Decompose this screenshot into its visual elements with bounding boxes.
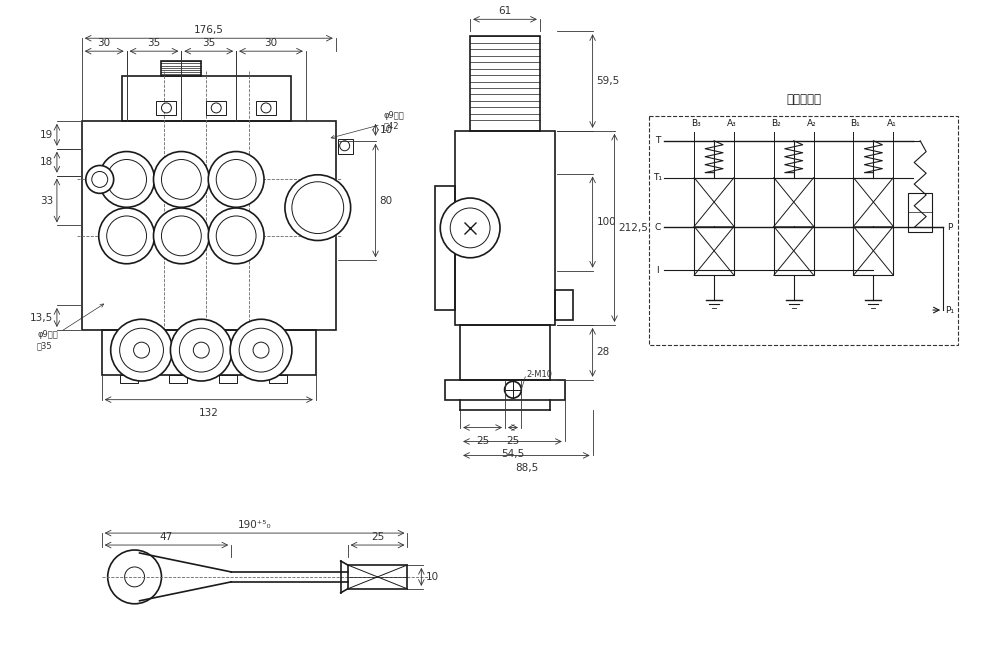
Text: 35: 35 (202, 38, 215, 48)
Circle shape (285, 175, 351, 241)
Text: 176,5: 176,5 (194, 25, 224, 35)
Circle shape (125, 567, 145, 587)
Circle shape (193, 342, 209, 358)
Text: 61: 61 (498, 6, 512, 16)
Text: 100: 100 (597, 217, 616, 227)
Circle shape (111, 319, 172, 381)
Text: P₁: P₁ (946, 306, 955, 315)
Bar (219, 375, 237, 382)
Bar (120, 375, 138, 382)
Text: 132: 132 (199, 408, 219, 417)
Text: 30: 30 (264, 38, 278, 48)
Text: T: T (655, 136, 660, 145)
Circle shape (505, 381, 521, 398)
Circle shape (134, 342, 150, 358)
Bar (256, 101, 276, 115)
Text: I: I (656, 266, 659, 275)
Text: 33: 33 (40, 195, 53, 206)
Circle shape (170, 319, 232, 381)
Text: B₁: B₁ (851, 119, 860, 128)
Bar (122, 76, 291, 121)
Text: 液压原理图: 液压原理图 (786, 93, 821, 106)
Bar (269, 375, 287, 382)
Circle shape (107, 159, 147, 199)
Circle shape (450, 208, 490, 248)
Circle shape (208, 208, 264, 264)
Circle shape (99, 208, 154, 264)
Text: 47: 47 (160, 532, 173, 542)
Bar (470, 36, 540, 131)
Bar (82, 121, 336, 330)
Circle shape (86, 166, 114, 194)
Circle shape (253, 342, 269, 358)
Bar (455, 131, 555, 325)
Text: 28: 28 (597, 348, 610, 357)
Circle shape (179, 328, 223, 372)
Text: 13,5: 13,5 (30, 313, 53, 322)
Circle shape (108, 550, 161, 604)
Bar (908, 193, 932, 232)
Text: 59,5: 59,5 (597, 76, 620, 86)
Text: 30: 30 (98, 38, 111, 48)
Circle shape (161, 216, 201, 256)
Circle shape (216, 216, 256, 256)
Circle shape (153, 208, 209, 264)
Bar (649, 116, 958, 345)
Bar (206, 101, 226, 115)
Text: C: C (654, 223, 660, 232)
Text: 80: 80 (380, 195, 393, 206)
Bar (102, 330, 316, 375)
Text: 2-M10: 2-M10 (526, 370, 552, 379)
Circle shape (261, 103, 271, 113)
Text: A₁: A₁ (886, 119, 896, 128)
Circle shape (92, 172, 108, 188)
Circle shape (208, 152, 264, 207)
Bar (460, 325, 550, 380)
Circle shape (230, 319, 292, 381)
Text: 19: 19 (40, 130, 53, 140)
Circle shape (216, 159, 256, 199)
Circle shape (211, 103, 221, 113)
Circle shape (99, 152, 154, 207)
Circle shape (239, 328, 283, 372)
Text: T₁: T₁ (653, 173, 662, 182)
Text: 18: 18 (40, 157, 53, 167)
Bar (156, 101, 176, 115)
Text: P: P (947, 223, 953, 232)
Bar (694, 177, 734, 275)
Circle shape (120, 328, 163, 372)
Circle shape (107, 216, 147, 256)
Text: 88,5: 88,5 (515, 463, 538, 473)
Bar (348, 565, 407, 589)
Bar (169, 375, 187, 382)
Text: 25: 25 (371, 532, 384, 542)
Bar (445, 380, 565, 400)
Circle shape (153, 152, 209, 207)
Text: 35: 35 (147, 38, 161, 48)
Bar (853, 177, 893, 275)
Text: B₂: B₂ (771, 119, 781, 128)
Text: 10: 10 (380, 125, 393, 135)
Text: 212,5: 212,5 (618, 223, 648, 233)
Circle shape (161, 103, 171, 113)
Text: 25: 25 (476, 435, 489, 446)
Text: 190⁺⁵₀: 190⁺⁵₀ (238, 520, 271, 530)
Bar (161, 61, 201, 76)
Bar (774, 177, 814, 275)
Text: φ9厘孔
高35: φ9厘孔 高35 (37, 304, 104, 350)
Circle shape (161, 159, 201, 199)
Bar (338, 139, 353, 154)
Text: A₃: A₃ (727, 119, 737, 128)
Bar (435, 186, 455, 310)
Circle shape (292, 182, 344, 233)
Text: B₃: B₃ (691, 119, 701, 128)
Bar (555, 290, 573, 320)
Circle shape (440, 198, 500, 258)
Text: φ9厘孔
高42: φ9厘孔 高42 (331, 112, 404, 139)
Text: 54,5: 54,5 (501, 450, 524, 459)
Text: 25: 25 (506, 435, 520, 446)
Text: A₂: A₂ (807, 119, 817, 128)
Text: 10: 10 (425, 572, 438, 582)
Circle shape (340, 141, 350, 151)
